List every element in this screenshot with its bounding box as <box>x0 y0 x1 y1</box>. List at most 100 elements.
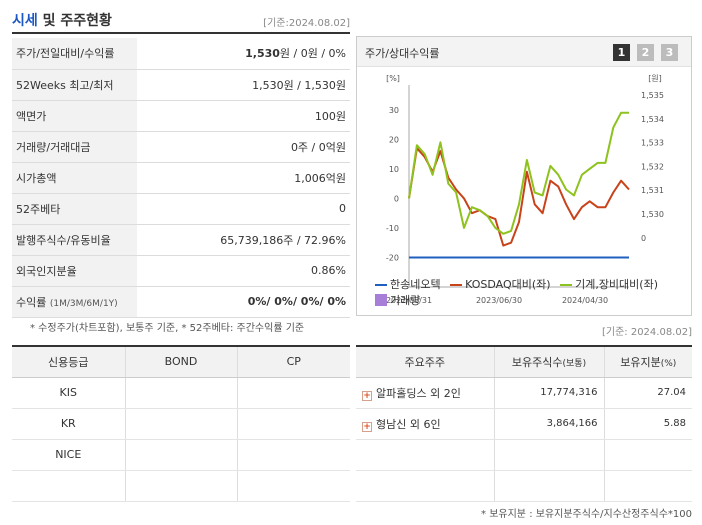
row-value: 65,739,186주 / 72.96% <box>137 224 350 256</box>
row-value: 1,530원 / 0원 / 0% <box>137 38 350 70</box>
cp-cell <box>236 377 350 409</box>
return-label: 수익률 <box>16 295 47 309</box>
table-row <box>356 470 692 502</box>
table-row: 시가총액 1,006억원 <box>12 162 350 194</box>
legend-label: 기계,장비대비(좌) <box>575 278 658 291</box>
legend-label: 거래량 <box>390 294 421 307</box>
agency-cell: KR <box>12 408 125 440</box>
footnote-left: * 수정주가(차트포함), 보통주 기준, * 52주베타: 주간수익률 기준 <box>30 323 305 334</box>
legend-item-stock[interactable]: 한송네오텍 <box>375 277 441 293</box>
table-row: 수익률 (1M/3M/6M/1Y) 0%/ 0%/ 0%/ 0% <box>12 286 350 318</box>
shares-cell <box>493 439 604 471</box>
table-row: KR <box>12 408 350 440</box>
chart-panel: 주가/상대수익률 1 2 3 [%] [원] 30 20 10 0 -10 -20 1,535 1… <box>356 36 692 316</box>
chart-page-3-button[interactable]: 3 <box>661 44 678 61</box>
legend-item-volume[interactable]: 거래량 <box>375 293 420 309</box>
bond-cell <box>124 439 237 471</box>
holder-name: 알파홀딩스 외 2인 <box>376 386 461 400</box>
table-row: 액면가 100원 <box>12 100 350 132</box>
legend-item-kosdaq[interactable]: KOSDAQ대비(좌) <box>450 277 551 293</box>
cp-cell <box>236 439 350 471</box>
table-row: 주가/전일대비/수익률 1,530원 / 0원 / 0% <box>12 38 350 70</box>
chart-header: 주가/상대수익률 1 2 3 <box>357 37 691 67</box>
row-label: 수익률 (1M/3M/6M/1Y) <box>12 286 137 318</box>
row-value: 0 <box>137 193 350 225</box>
legend-swatch <box>450 284 463 286</box>
chart-page-1-button[interactable]: 1 <box>613 44 630 61</box>
agency-cell <box>12 470 125 502</box>
table-row: 발행주식수/유동비율 65,739,186주 / 72.96% <box>12 224 350 256</box>
bond-cell <box>124 408 237 440</box>
shares-cell: 3,864,166 <box>493 408 604 440</box>
right-tick-label: 1,531 <box>641 186 664 195</box>
row-value: 0.86% <box>137 255 350 287</box>
return-periods: (1M/3M/6M/1Y) <box>49 298 118 309</box>
table-row: 외국인지분율 0.86% <box>12 255 350 287</box>
ratio-cell: 5.88 <box>603 408 692 440</box>
credit-rating-table: 신용등급 BOND CP KIS KR NICE <box>12 345 350 502</box>
shares-cell: 17,774,316 <box>493 377 604 409</box>
right-tick-label: 1,533 <box>641 139 664 148</box>
price-summary-table: 주가/전일대비/수익률 1,530원 / 0원 / 0% 52Weeks 최고/… <box>12 38 350 318</box>
legend-swatch <box>375 284 387 286</box>
col-header: 신용등급 <box>12 346 125 378</box>
x-tick-label: 2023/06/30 <box>476 296 522 305</box>
row-value: 1,530원 / 1,530원 <box>137 69 350 101</box>
table-row <box>12 470 350 502</box>
relative-return-chart: [%] [원] 30 20 10 0 -10 -20 1,535 1,534 1,533 1,532 1… <box>386 74 664 305</box>
left-tick-label: 10 <box>389 165 399 174</box>
ratio-cell: 27.04 <box>603 377 692 409</box>
right-tick-label: 1,530 <box>641 210 664 219</box>
footnote-right: * 보유지분 : 보유지분주식수/지수산정주식수*100 <box>481 509 692 520</box>
col-header-unit: (보통) <box>562 358 587 369</box>
left-axis-unit: [%] <box>386 74 400 83</box>
agency-cell: KIS <box>12 377 125 409</box>
chart-title: 주가/상대수익률 <box>365 47 440 60</box>
legend-label: KOSDAQ대비(좌) <box>465 278 551 291</box>
row-label: 52Weeks 최고/최저 <box>12 69 137 101</box>
right-tick-label: 1,535 <box>641 91 664 100</box>
row-label: 거래량/거래대금 <box>12 131 137 163</box>
table-header-row: 신용등급 BOND CP <box>12 346 350 378</box>
holder-name-cell[interactable]: + 알파홀딩스 외 2인 <box>356 377 494 409</box>
holder-name-cell[interactable]: + 형남신 외 6인 <box>356 408 494 440</box>
row-value: 0주 / 0억원 <box>137 131 350 163</box>
col-header: BOND <box>124 346 237 378</box>
chart-legend: 한송네오텍 KOSDAQ대비(좌) 기계,장비대비(좌) 거래량 <box>375 277 685 309</box>
row-value: 100원 <box>137 100 350 132</box>
legend-item-machinery[interactable]: 기계,장비대비(좌) <box>560 277 658 293</box>
right-tick-label: 1,534 <box>641 115 664 124</box>
cp-cell <box>236 470 350 502</box>
row-label: 발행주식수/유동비율 <box>12 224 137 256</box>
col-header: 보유지분(%) <box>603 346 692 378</box>
x-tick-label: 2022/08/31 <box>386 296 432 305</box>
row-label: 52주베타 <box>12 193 137 225</box>
base-date-right: [기준: 2024.08.02] <box>601 327 692 338</box>
left-tick-label: -10 <box>386 224 399 233</box>
expand-plus-icon[interactable]: + <box>362 390 372 401</box>
row-label: 외국인지분율 <box>12 255 137 287</box>
col-header: 보유주식수(보통) <box>493 346 604 378</box>
holder-name: 형남신 외 6인 <box>376 417 441 431</box>
chart-page-2-button[interactable]: 2 <box>637 44 654 61</box>
left-tick-label: -20 <box>386 253 399 262</box>
title-highlight: 시세 <box>12 13 38 29</box>
series-line-1 <box>408 147 630 247</box>
legend-swatch <box>560 284 573 286</box>
col-header-unit: (%) <box>660 358 677 369</box>
return-values: 0%/ 0%/ 0%/ 0% <box>247 295 346 308</box>
expand-plus-icon[interactable]: + <box>362 421 372 432</box>
cp-cell <box>236 408 350 440</box>
table-row: KIS <box>12 377 350 409</box>
col-header: 주요주주 <box>356 346 494 378</box>
table-row: 52주베타 0 <box>12 193 350 225</box>
table-row: + 알파홀딩스 외 2인 17,774,316 27.04 <box>356 377 692 409</box>
table-row: NICE <box>12 439 350 471</box>
price-change: 원 / 0원 / 0% <box>279 47 346 61</box>
row-value: 0%/ 0%/ 0%/ 0% <box>137 286 350 318</box>
ratio-cell <box>603 470 692 502</box>
series-line-2 <box>408 111 629 235</box>
table-row <box>356 439 692 471</box>
base-date: [기준:2024.08.02] <box>263 18 350 29</box>
holder-name-cell <box>356 470 494 502</box>
